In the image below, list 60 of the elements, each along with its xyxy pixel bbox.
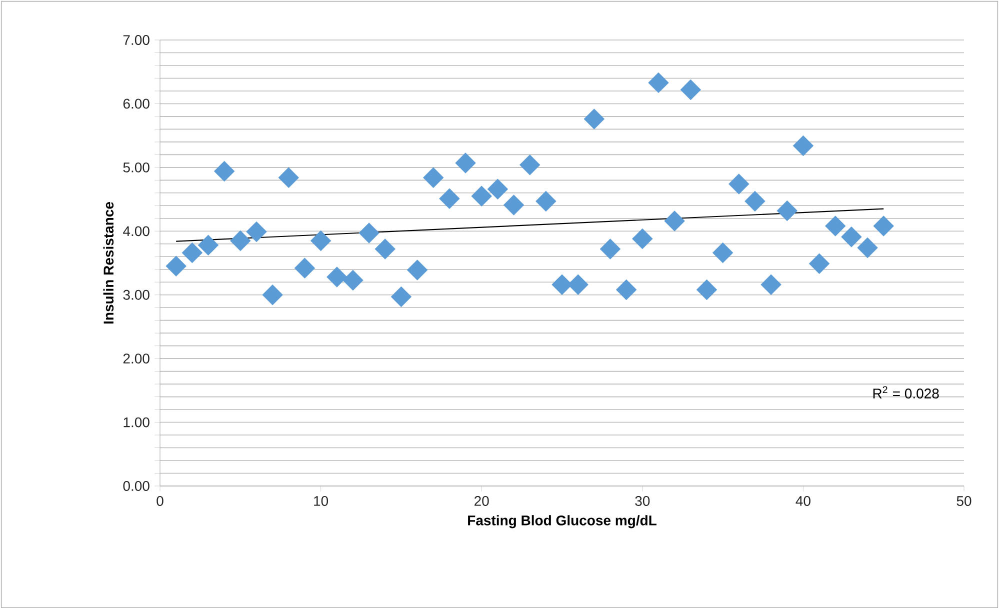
point: [358, 222, 380, 244]
point: [760, 274, 782, 295]
point: [841, 226, 862, 248]
y-tick-label: 7.00: [123, 35, 150, 45]
y-tick-label: 3.00: [123, 290, 150, 300]
x-tick-label: 40: [796, 496, 810, 506]
point: [262, 284, 283, 306]
point: [487, 178, 508, 200]
y-tick-label: 0.00: [123, 481, 150, 491]
point: [792, 136, 814, 156]
point: [616, 279, 637, 300]
point: [407, 260, 428, 280]
point: [390, 286, 412, 308]
x-axis-title: Fasting Blod Glucose mg/dL: [468, 515, 656, 528]
point: [600, 238, 621, 260]
point: [776, 200, 798, 222]
point: [857, 237, 878, 258]
annotation: R$^{2}$ = 0.028: [873, 386, 939, 398]
point: [166, 256, 186, 276]
point: [632, 228, 653, 250]
point: [696, 279, 717, 300]
point: [374, 238, 396, 260]
point: [230, 230, 251, 251]
x-tick-label: 30: [635, 496, 650, 506]
point: [809, 253, 830, 274]
x-tick-label: 50: [956, 496, 972, 506]
point: [728, 174, 750, 194]
y-tick-label: 6.00: [123, 98, 150, 109]
point: [439, 188, 460, 209]
y-tick-label: 2.00: [123, 354, 150, 364]
point: [246, 222, 267, 242]
y-tick-label: 5.00: [123, 162, 150, 172]
point: [680, 79, 701, 100]
point: [873, 216, 894, 236]
y-tick-label: 4.00: [123, 226, 150, 236]
point: [648, 72, 669, 93]
point: [182, 242, 202, 264]
x-tick-label: 0: [156, 496, 164, 506]
point: [536, 190, 556, 212]
point: [744, 190, 766, 212]
point: [664, 210, 685, 232]
point: [712, 242, 734, 264]
point: [198, 234, 219, 256]
point: [520, 154, 540, 176]
point: [423, 167, 444, 188]
x-tick-label: 20: [474, 496, 489, 506]
point: [310, 230, 332, 251]
point: [825, 216, 846, 236]
point: [214, 160, 235, 182]
point: [278, 167, 299, 188]
point: [471, 186, 492, 206]
x-tick-label: 10: [314, 496, 328, 506]
point: [584, 108, 604, 130]
point: [455, 152, 476, 174]
y-tick-label: 1.00: [124, 417, 150, 428]
point: [342, 270, 364, 290]
y-axis-title: Insulin Resistance: [103, 202, 114, 324]
point: [504, 194, 524, 216]
point: [294, 258, 315, 278]
point: [326, 266, 348, 288]
